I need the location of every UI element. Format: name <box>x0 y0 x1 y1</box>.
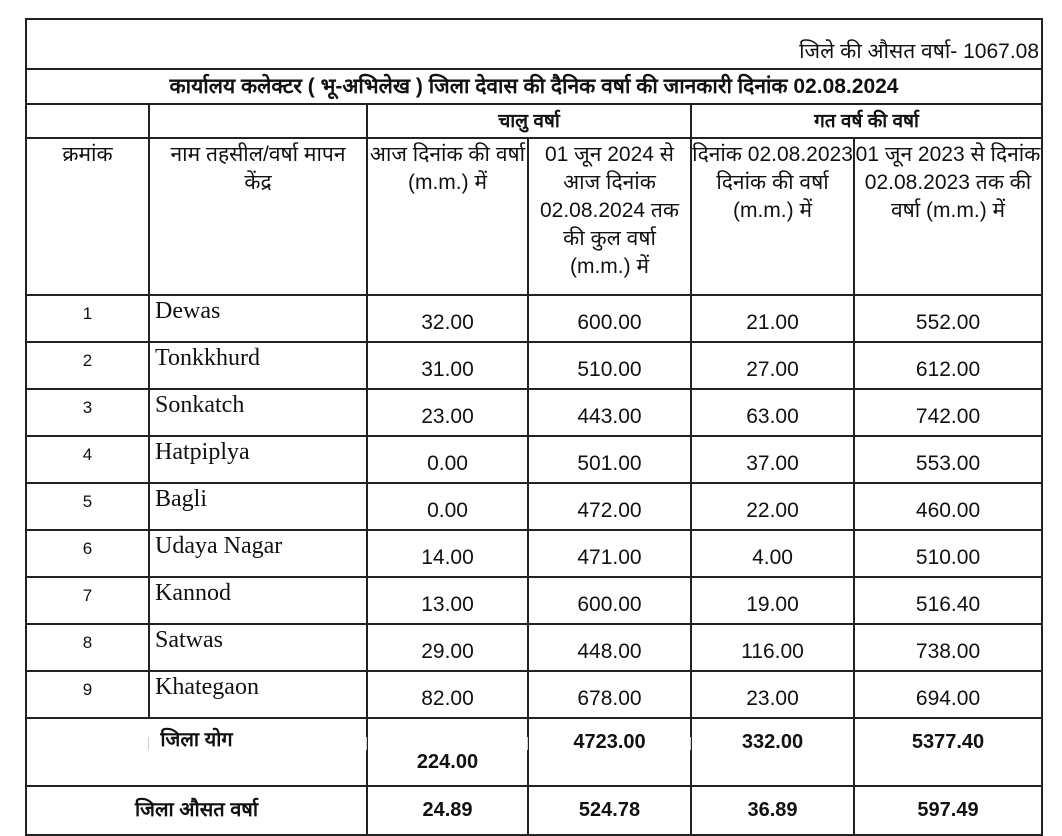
group-current-year: चालु वर्षा <box>366 103 692 139</box>
tehsil-name: Sonkatch <box>148 388 368 437</box>
serial-number: 7 <box>25 576 150 625</box>
serial-number: 2 <box>25 341 150 390</box>
total-cumulative: 4723.00 <box>527 717 692 787</box>
lastyear-day-rainfall: 23.00 <box>690 670 855 719</box>
table-title: कार्यालय कलेक्टर ( भू-अभिलेख ) जिला देवा… <box>24 68 1044 105</box>
today-rainfall: 31.00 <box>366 341 529 390</box>
average-row: जिला औसत वर्षा 24.89 524.78 36.89 597.49 <box>25 785 1044 836</box>
today-rainfall: 29.00 <box>366 623 529 672</box>
lastyear-cumulative-rainfall: 612.00 <box>852 341 1044 390</box>
lastyear-cumulative-rainfall: 742.00 <box>852 388 1044 437</box>
header-today: आज दिनांक की वर्षा (m.m.) में <box>366 137 529 296</box>
cumulative-rainfall: 510.00 <box>527 341 692 390</box>
tehsil-name: Tonkkhurd <box>148 341 368 390</box>
lastyear-day-rainfall: 116.00 <box>690 623 855 672</box>
serial-number: 9 <box>25 670 150 719</box>
header-name: नाम तहसील/वर्षा मापन केंद्र <box>148 137 368 296</box>
serial-number: 6 <box>25 529 150 578</box>
today-rainfall: 82.00 <box>366 670 529 719</box>
gridline <box>690 737 691 750</box>
table-row: 1 Dewas 32.00 600.00 21.00 552.00 <box>25 294 1044 343</box>
average-lastyear-cumulative: 597.49 <box>852 785 1044 836</box>
total-today: 224.00 <box>366 717 529 787</box>
lastyear-cumulative-rainfall: 738.00 <box>852 623 1044 672</box>
table-row: 9 Khategaon 82.00 678.00 23.00 694.00 <box>25 670 1044 719</box>
table-row: 8 Satwas 29.00 448.00 116.00 738.00 <box>25 623 1044 672</box>
lastyear-cumulative-rainfall: 510.00 <box>852 529 1044 578</box>
cumulative-rainfall: 501.00 <box>527 435 692 484</box>
lastyear-cumulative-rainfall: 553.00 <box>852 435 1044 484</box>
today-rainfall: 0.00 <box>366 482 529 531</box>
lastyear-cumulative-rainfall: 552.00 <box>852 294 1044 343</box>
table-row: 2 Tonkkhurd 31.00 510.00 27.00 612.00 <box>25 341 1044 390</box>
table-row: 7 Kannod 13.00 600.00 19.00 516.40 <box>25 576 1044 625</box>
table-row: 6 Udaya Nagar 14.00 471.00 4.00 510.00 <box>25 529 1044 578</box>
lastyear-day-rainfall: 22.00 <box>690 482 855 531</box>
tehsil-name: Kannod <box>148 576 368 625</box>
lastyear-day-rainfall: 27.00 <box>690 341 855 390</box>
cumulative-rainfall: 448.00 <box>527 623 692 672</box>
table-row: 5 Bagli 0.00 472.00 22.00 460.00 <box>25 482 1044 531</box>
empty-cell <box>25 103 150 139</box>
serial-number: 8 <box>25 623 150 672</box>
lastyear-day-rainfall: 37.00 <box>690 435 855 484</box>
serial-number: 4 <box>25 435 150 484</box>
lastyear-day-rainfall: 63.00 <box>690 388 855 437</box>
table-row: 4 Hatpiplya 0.00 501.00 37.00 553.00 <box>25 435 1044 484</box>
today-rainfall: 14.00 <box>366 529 529 578</box>
table-row: 3 Sonkatch 23.00 443.00 63.00 742.00 <box>25 388 1044 437</box>
total-lastyear-cumulative: 5377.40 <box>852 717 1044 787</box>
cumulative-rainfall: 600.00 <box>527 294 692 343</box>
rainfall-table: जिले की औसत वर्षा- 1067.08 कार्यालय कलेक… <box>24 18 1044 836</box>
cumulative-rainfall: 600.00 <box>527 576 692 625</box>
gridline <box>148 737 149 750</box>
cumulative-rainfall: 443.00 <box>527 388 692 437</box>
lastyear-cumulative-rainfall: 694.00 <box>852 670 1044 719</box>
group-previous-year: गत वर्ष की वर्षा <box>689 103 1044 139</box>
lastyear-day-rainfall: 21.00 <box>690 294 855 343</box>
lastyear-day-rainfall: 19.00 <box>690 576 855 625</box>
tehsil-name: Khategaon <box>148 670 368 719</box>
tehsil-name: Bagli <box>148 482 368 531</box>
gridline <box>527 737 528 750</box>
average-label: जिला औसत वर्षा <box>25 785 368 836</box>
cumulative-rainfall: 471.00 <box>527 529 692 578</box>
header-cumulative-lastyear: 01 जून 2023 से दिनांक 02.08.2023 तक की व… <box>852 137 1044 296</box>
cumulative-rainfall: 678.00 <box>527 670 692 719</box>
average-today: 24.89 <box>366 785 529 836</box>
tehsil-name: Hatpiplya <box>148 435 368 484</box>
lastyear-day-rainfall: 4.00 <box>690 529 855 578</box>
tehsil-name: Udaya Nagar <box>148 529 368 578</box>
lastyear-cumulative-rainfall: 460.00 <box>852 482 1044 531</box>
today-rainfall: 13.00 <box>366 576 529 625</box>
average-cumulative: 524.78 <box>527 785 692 836</box>
serial-number: 3 <box>25 388 150 437</box>
tehsil-name: Satwas <box>148 623 368 672</box>
header-lastyear-day: दिनांक 02.08.2023 दिनांक की वर्षा (m.m.)… <box>690 137 855 296</box>
today-rainfall: 32.00 <box>366 294 529 343</box>
lastyear-cumulative-rainfall: 516.40 <box>852 576 1044 625</box>
total-row: जिला योग 224.00 4723.00 332.00 5377.40 <box>25 717 1044 787</box>
header-cumulative-current: 01 जून 2024 से आज दिनांक 02.08.2024 तक क… <box>527 137 692 296</box>
today-rainfall: 23.00 <box>366 388 529 437</box>
total-label: जिला योग <box>25 717 368 787</box>
serial-number: 1 <box>25 294 150 343</box>
average-lastyear-day: 36.89 <box>690 785 855 836</box>
serial-number: 5 <box>25 482 150 531</box>
gridline <box>366 737 367 750</box>
district-average-label: जिले की औसत वर्षा- 1067.08 <box>24 18 1044 70</box>
today-rainfall: 0.00 <box>366 435 529 484</box>
empty-cell <box>148 103 368 139</box>
tehsil-name: Dewas <box>148 294 368 343</box>
total-lastyear-day: 332.00 <box>690 717 855 787</box>
cumulative-rainfall: 472.00 <box>527 482 692 531</box>
header-serial: क्रमांक <box>25 137 150 296</box>
